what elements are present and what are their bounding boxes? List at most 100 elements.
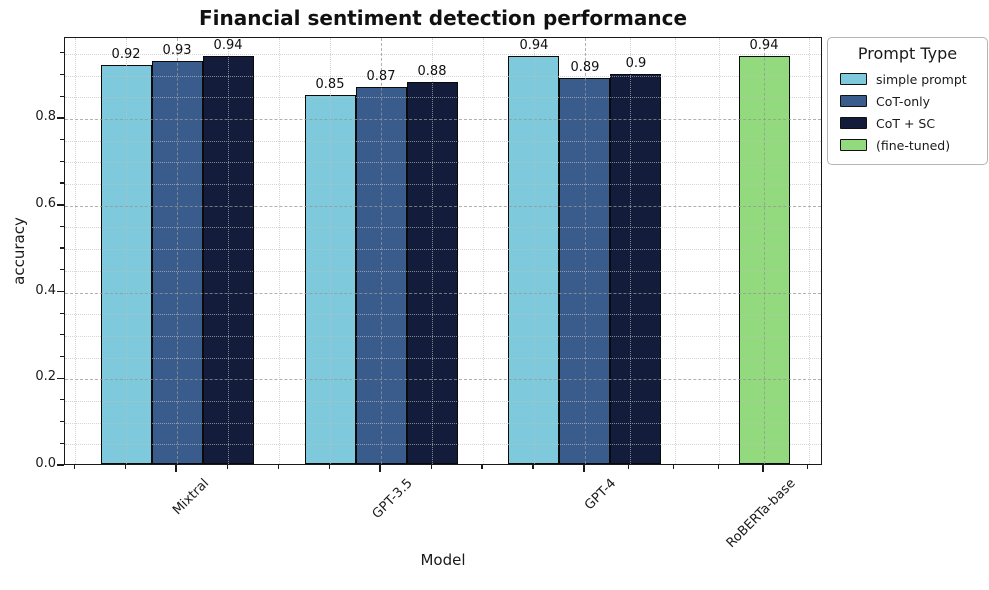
gridline-h-minor: [65, 335, 821, 337]
x-axis-tick: [673, 465, 675, 469]
y-axis-tick: [57, 464, 64, 466]
x-axis-tick: [481, 465, 483, 469]
bar-value-label: 0.88: [417, 64, 447, 80]
bar-value-label: 0.85: [315, 77, 345, 93]
y-axis-tick: [60, 139, 64, 141]
gridline-h-minor: [65, 75, 821, 77]
x-axis-label: Model: [420, 551, 466, 569]
x-tick-label: GPT-4: [582, 476, 620, 514]
x-axis-tick: [124, 465, 126, 469]
legend-swatch: [840, 95, 867, 107]
gridline-v-major: [381, 38, 382, 464]
gridline-v-minor: [279, 38, 281, 464]
y-axis-tick: [60, 247, 64, 249]
gridline-v-major: [177, 38, 179, 464]
y-axis-tick: [57, 204, 64, 206]
x-axis-tick: [628, 465, 630, 469]
gridline-h-minor: [65, 162, 821, 164]
y-axis-tick: [60, 269, 64, 271]
gridline-v-major: [764, 38, 766, 464]
legend-swatch: [840, 73, 867, 85]
x-axis-tick: [583, 465, 585, 472]
y-axis-tick: [60, 52, 64, 54]
gridline-h-major: [65, 205, 821, 207]
bar-value-label: 0.94: [749, 38, 779, 54]
y-axis-tick: [60, 420, 64, 423]
legend-item: simple prompt: [834, 68, 981, 90]
x-axis-tick: [175, 465, 177, 472]
x-axis-tick: [379, 465, 381, 472]
gridline-v-minor: [629, 38, 631, 464]
y-tick-label: 0.4: [35, 282, 56, 298]
y-axis-tick: [60, 74, 64, 76]
legend-items: simple prompt CoT-only CoT + SC (fine-tuned…: [834, 68, 981, 156]
gridline-v-minor: [75, 38, 77, 464]
gridline-h-minor: [65, 270, 821, 272]
gridline-h-minor: [65, 400, 821, 402]
gridline-h-major: [65, 379, 821, 381]
gridline-h-minor: [65, 314, 821, 316]
bar-value-label: 0.94: [519, 38, 549, 54]
gridline-v-major: [584, 38, 586, 464]
bar-value-label: 0.9: [625, 55, 647, 71]
legend-title: Prompt Type: [857, 44, 958, 63]
legend-item: CoT + SC: [834, 112, 981, 134]
x-axis-tick: [430, 465, 432, 469]
chart-title: Financial sentiment detection performanc…: [198, 6, 688, 30]
x-axis-tick: [807, 465, 809, 469]
x-tick-label: RoBERTa-base: [723, 476, 799, 551]
legend-item: (fine-tuned): [834, 134, 981, 156]
y-tick-label: 0.6: [35, 195, 56, 211]
gridline-h-major: [65, 119, 821, 121]
x-axis-tick: [532, 465, 534, 469]
gridline-v-minor: [719, 38, 721, 464]
legend-item-label: (fine-tuned): [876, 137, 951, 153]
gridline-v-minor: [432, 38, 433, 464]
y-axis-tick: [60, 442, 64, 444]
y-axis-tick: [60, 399, 64, 401]
y-axis-tick: [60, 182, 64, 184]
y-axis-tick: [60, 334, 64, 336]
bar-value-label: 0.92: [111, 47, 141, 63]
gridline-v-minor: [126, 38, 128, 464]
y-axis-tick: [60, 160, 64, 162]
x-axis-tick: [73, 465, 75, 469]
y-axis-tick: [60, 312, 64, 314]
gridline-v-minor: [482, 38, 484, 464]
gridline-v-minor: [533, 38, 535, 464]
bar-value-label: 0.93: [162, 42, 192, 58]
legend-item-label: CoT-only: [876, 93, 931, 109]
y-tick-label: 0.8: [35, 109, 56, 125]
y-tick-label: 0.0: [35, 456, 56, 471]
bar: [610, 73, 662, 464]
gridline-h-minor: [65, 227, 821, 229]
y-axis-tick: [57, 377, 64, 379]
y-axis-tick: [57, 117, 64, 119]
x-tick-label: Mixtral: [169, 476, 212, 519]
gridline-h-minor: [65, 444, 821, 446]
bar-value-label: 0.89: [570, 60, 600, 76]
y-axis-tick: [57, 290, 64, 293]
bar-value-label: 0.94: [213, 38, 243, 54]
x-axis-tick: [717, 465, 719, 469]
x-axis-tick: [277, 465, 279, 469]
gridline-h-minor: [65, 357, 821, 359]
legend: Prompt Type simple prompt CoT-only CoT + S…: [827, 37, 988, 165]
gridline-h-minor: [65, 422, 821, 424]
legend-swatch: [840, 117, 867, 129]
gridline-h-minor: [65, 97, 821, 99]
bar-value-label: 0.87: [366, 68, 396, 84]
legend-item: CoT-only: [834, 90, 981, 112]
plot-area: 0.92 0.93 0.94 0.85 0.87 0.88 0.94 0.89 0.9 0.94: [64, 37, 822, 465]
gridline-v-minor: [228, 38, 230, 464]
gridline-v-minor: [330, 38, 332, 464]
y-axis-tick: [60, 225, 64, 227]
y-tick-label: 0.2: [35, 369, 56, 385]
gridline-h-minor: [65, 140, 821, 142]
x-axis-tick: [762, 465, 764, 472]
gridline-v-minor: [674, 38, 676, 464]
gridline-v-minor: [808, 38, 810, 464]
gridline-h-minor: [65, 184, 821, 186]
x-axis-tick: [226, 465, 228, 469]
